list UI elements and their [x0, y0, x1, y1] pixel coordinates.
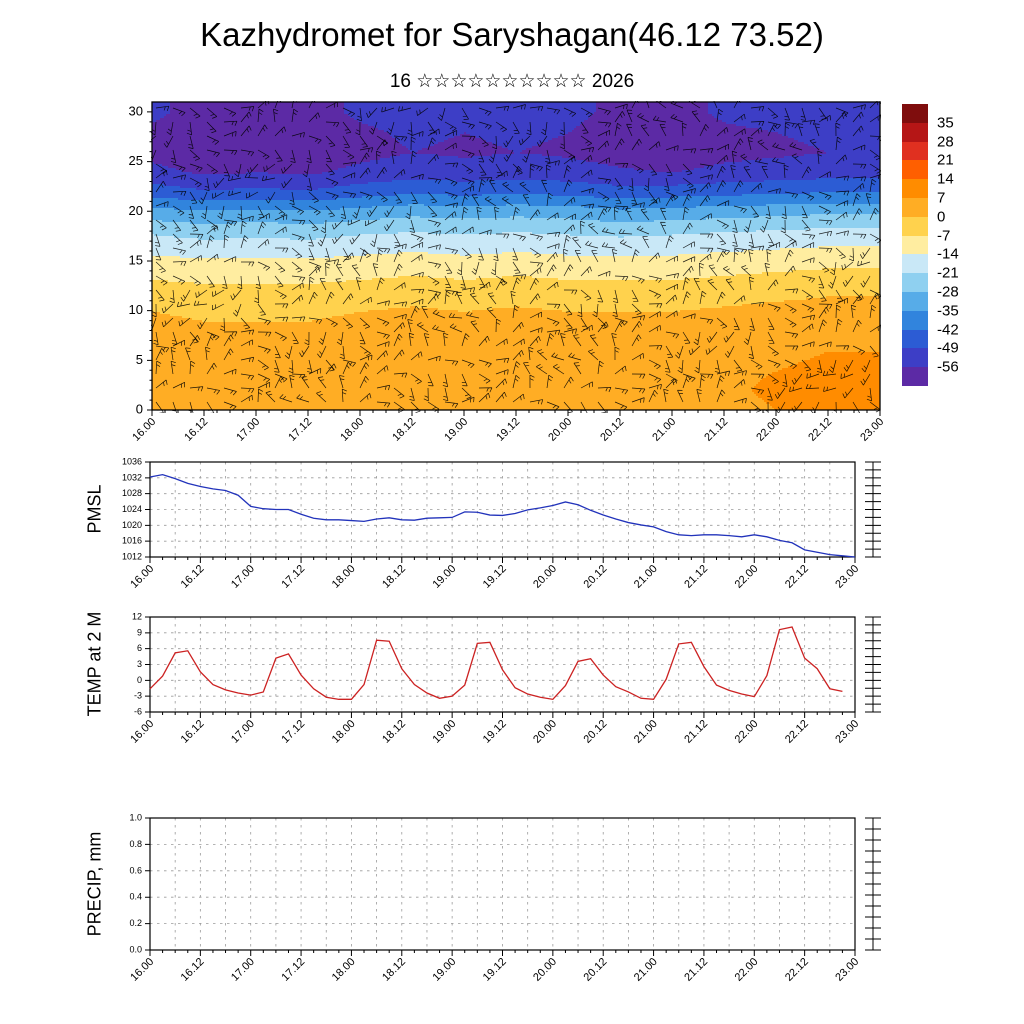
colorbar-label: -35: [937, 302, 959, 320]
colorbar-label: 0: [937, 208, 946, 226]
colorbar-swatches: [902, 104, 928, 386]
temp-2m-chart: [0, 605, 900, 760]
colorbar-segment: [902, 216, 928, 236]
colorbar-segment: [902, 273, 928, 292]
colorbar-segment: [902, 197, 928, 217]
colorbar-segment: [902, 141, 928, 161]
colorbar-label: 21: [937, 151, 954, 169]
colorbar-label: -49: [937, 339, 959, 357]
colorbar-segment: [902, 310, 928, 330]
temperature-colorbar: 35 28 21 14 7 0 -7 -14 -21 -28 -35 -42 -49 -56: [902, 104, 981, 386]
colorbar-segment: [902, 179, 928, 198]
date-stars: ☆☆☆☆☆☆☆☆☆☆: [416, 71, 587, 92]
colorbar-segment: [902, 160, 928, 180]
date-year: 2026: [591, 71, 635, 92]
precip-chart: [0, 808, 900, 1008]
date-day: 16: [389, 71, 411, 92]
colorbar-label: -42: [937, 321, 959, 339]
colorbar-label: 35: [937, 114, 954, 132]
colorbar-segment: [902, 122, 928, 142]
colorbar-segment: [902, 348, 928, 368]
colorbar-segment: [902, 104, 928, 123]
colorbar-segment: [902, 254, 928, 274]
colorbar-label: 7: [937, 189, 946, 207]
wind-temperature-cross-section-chart: [0, 92, 900, 460]
colorbar-label: -28: [937, 283, 959, 301]
colorbar-labels: 35 28 21 14 7 0 -7 -14 -21 -28 -35 -42 -49 -56: [937, 104, 981, 386]
date-line: 16 ☆☆☆☆☆☆☆☆☆☆ 2026: [0, 70, 1024, 93]
colorbar-label: -56: [937, 358, 959, 376]
colorbar-segment: [902, 235, 928, 255]
colorbar-segment: [902, 329, 928, 349]
colorbar-segment: [902, 367, 928, 386]
colorbar-label: 14: [937, 170, 954, 188]
colorbar-label: -14: [937, 245, 959, 263]
colorbar-label: -7: [937, 227, 951, 245]
page-title: Kazhydromet for Saryshagan(46.12 73.52): [200, 16, 824, 53]
colorbar-label: 28: [937, 133, 954, 151]
pmsl-chart: [0, 452, 900, 602]
colorbar-label: -21: [937, 264, 959, 282]
colorbar-segment: [902, 291, 928, 311]
